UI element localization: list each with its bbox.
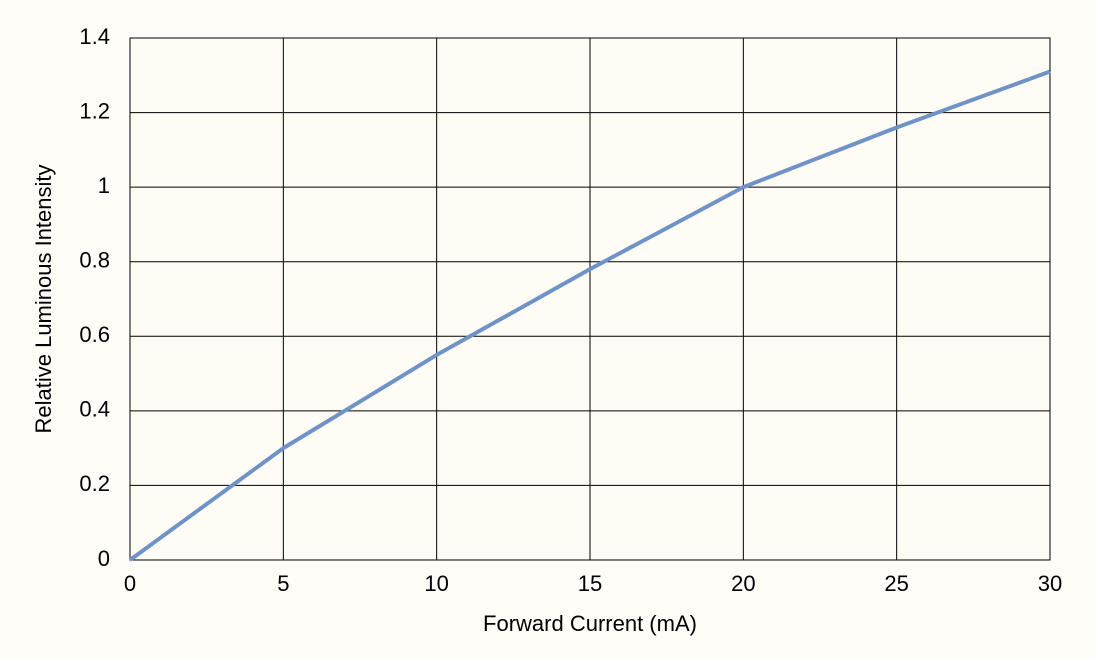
x-axis-label: Forward Current (mA)	[483, 611, 697, 636]
y-tick-label: 1.2	[79, 98, 110, 123]
x-tick-label: 25	[884, 571, 908, 596]
x-tick-label: 5	[277, 571, 289, 596]
y-tick-label: 1.4	[79, 24, 110, 49]
x-tick-label: 10	[424, 571, 448, 596]
y-axis-label: Relative Luminous Intensity	[31, 164, 56, 433]
x-tick-label: 20	[731, 571, 755, 596]
x-tick-label: 30	[1038, 571, 1062, 596]
y-tick-label: 0.4	[79, 397, 110, 422]
y-tick-label: 0.2	[79, 471, 110, 496]
x-tick-label: 15	[578, 571, 602, 596]
y-tick-label: 0.6	[79, 322, 110, 347]
y-tick-label: 0.8	[79, 248, 110, 273]
y-tick-label: 1	[98, 173, 110, 198]
x-tick-label: 0	[124, 571, 136, 596]
y-tick-label: 0	[98, 546, 110, 571]
data-line	[128, 69, 1051, 562]
